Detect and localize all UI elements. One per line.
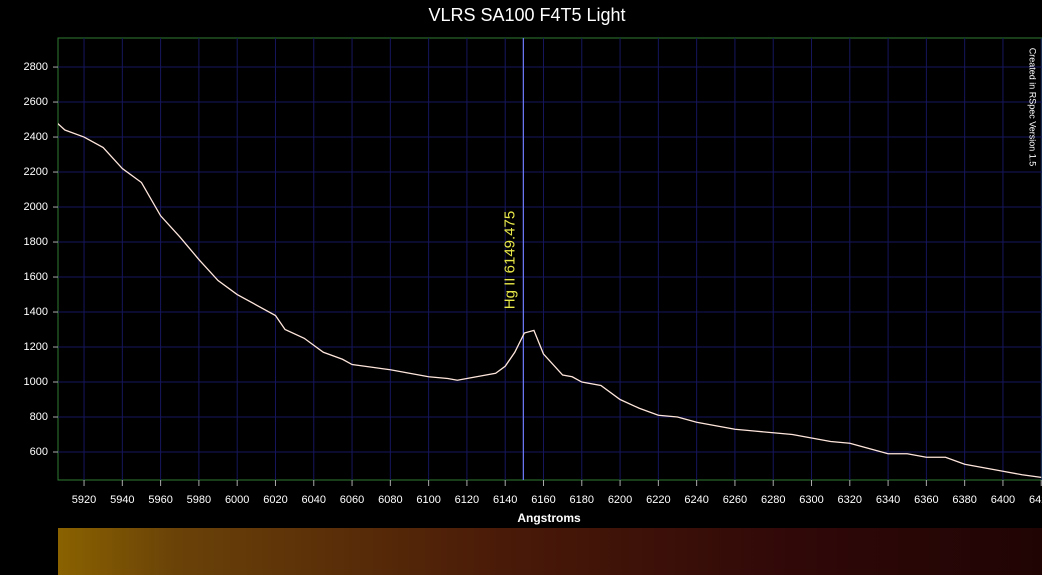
x-tick-label: 6000 [225, 494, 249, 506]
x-tick-label: 5920 [72, 494, 96, 506]
credit: Created in RSpec Version 1.5 [1028, 48, 1038, 167]
x-tick-label: 6020 [263, 494, 287, 506]
x-tick-label: 6300 [799, 494, 823, 506]
x-tick-label: 6080 [378, 494, 402, 506]
x-tick-label: 6380 [952, 494, 976, 506]
y-tick-label: 2800 [24, 61, 48, 73]
plot-frame [57, 37, 1042, 481]
y-tick-label: 1400 [24, 306, 48, 318]
x-tick-label: 6320 [838, 494, 862, 506]
y-tick-label: 2000 [24, 201, 48, 213]
x-tick-label: 6120 [455, 494, 479, 506]
x-tick-label: 6140 [493, 494, 517, 506]
x-axis-label: Angstroms [517, 511, 581, 525]
spectrum-strip [58, 528, 1042, 575]
x-tick-label: 6040 [302, 494, 326, 506]
y-tick-label: 2400 [24, 131, 48, 143]
x-tick-label: 6240 [684, 494, 708, 506]
y-tick-label: 600 [30, 446, 48, 458]
x-tick-label: 6340 [876, 494, 900, 506]
chart-title: VLRS SA100 F4T5 Light [428, 5, 625, 25]
y-tick-label: 1800 [24, 236, 48, 248]
y-tick-label: 2200 [24, 166, 48, 178]
x-tick-label: 6220 [646, 494, 670, 506]
spectrum-line [58, 122, 1042, 479]
x-tick-label: 5980 [187, 494, 211, 506]
marker-label: Hg II 6149.475 [501, 211, 518, 309]
x-tick-label: 6100 [416, 494, 440, 506]
x-tick-label: 6160 [531, 494, 555, 506]
x-tick-label: 6060 [340, 494, 364, 506]
x-tick-label: 6420 [1029, 494, 1042, 506]
y-tick-label: 800 [30, 411, 48, 423]
x-tick-label: 6200 [608, 494, 632, 506]
y-tick-label: 1000 [24, 376, 48, 388]
y-tick-label: 1200 [24, 341, 48, 353]
x-tick-label: 6260 [723, 494, 747, 506]
x-tick-label: 6360 [914, 494, 938, 506]
x-tick-label: 6180 [570, 494, 594, 506]
x-tick-label: 6280 [761, 494, 785, 506]
x-tick-label: 5940 [110, 494, 134, 506]
y-tick-label: 1600 [24, 271, 48, 283]
x-tick-label: 5960 [148, 494, 172, 506]
x-tick-label: 6400 [991, 494, 1015, 506]
y-tick-label: 2600 [24, 96, 48, 108]
